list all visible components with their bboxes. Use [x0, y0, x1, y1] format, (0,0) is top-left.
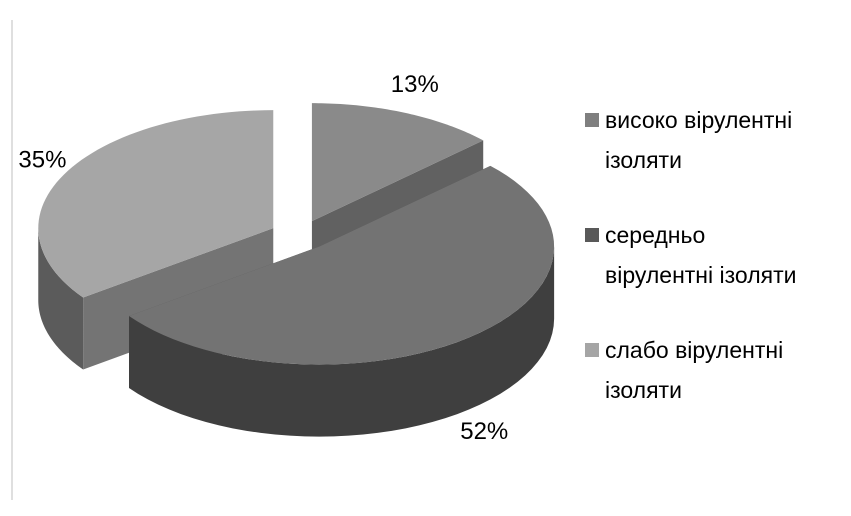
legend-label: середньо вірулентні ізоляти	[605, 222, 797, 288]
legend-swatch	[585, 343, 599, 357]
pie-slice	[129, 165, 555, 365]
data-label: 52%	[460, 418, 508, 445]
legend-label: високо вірулентні ізоляти	[605, 107, 793, 173]
legend-swatch	[585, 113, 599, 127]
legend-label: слабо вірулентні ізоляти	[605, 337, 784, 403]
pie-side	[129, 246, 555, 437]
legend-swatch	[585, 228, 599, 242]
legend-item: високо вірулентні ізоляти	[585, 100, 835, 180]
pie-slice	[311, 103, 484, 222]
legend-item: слабо вірулентні ізоляти	[585, 330, 835, 410]
pie-side	[38, 228, 84, 370]
data-label: 35%	[18, 146, 66, 173]
pie-slice	[38, 110, 274, 298]
data-label: 13%	[391, 71, 439, 98]
legend-item: середньо вірулентні ізоляти	[585, 215, 835, 295]
